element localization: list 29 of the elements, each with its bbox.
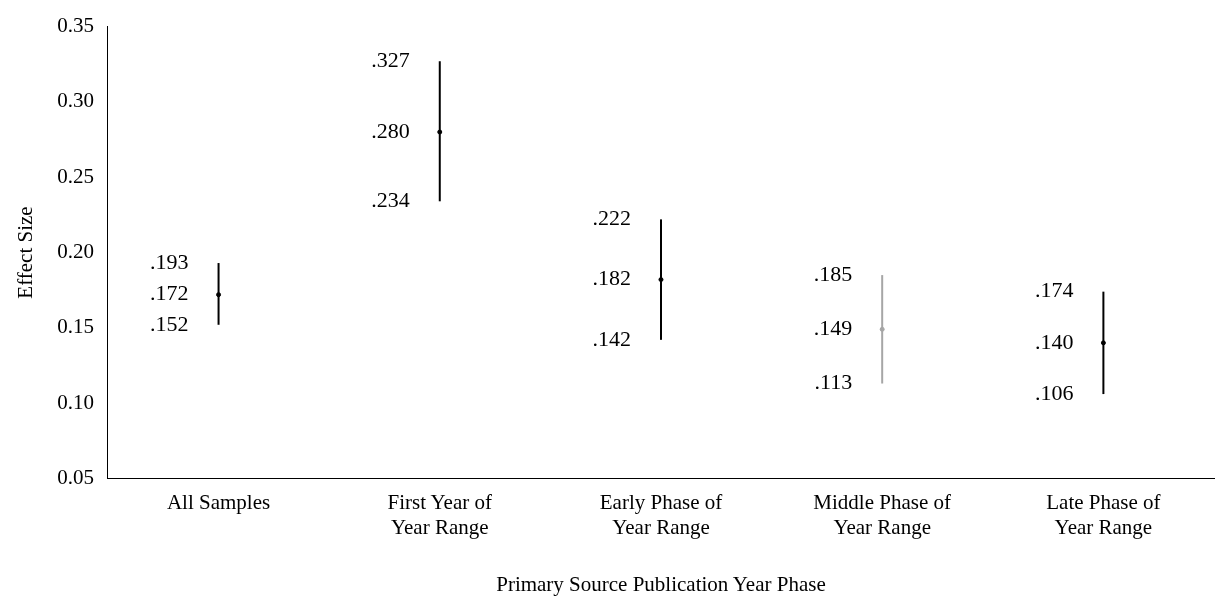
y-tick-label: 0.20 [57, 239, 94, 264]
annotation: .185 [813, 260, 853, 286]
annotation: .106 [1034, 379, 1074, 405]
annotation: .234 [371, 187, 410, 213]
y-tick-label: 0.30 [57, 88, 94, 113]
data-label: .140 [1034, 328, 1074, 354]
annotation: .113 [814, 369, 853, 395]
annotation: .152 [150, 310, 189, 336]
annotation: .193 [150, 248, 189, 274]
annotation: .327 [371, 47, 410, 73]
data-label: .149 [813, 315, 853, 341]
data-label: .172 [150, 280, 189, 306]
y-tick-label: 0.35 [57, 13, 94, 38]
x-tick-label: All Samples [166, 489, 271, 514]
y-axis-title: Effect Size [13, 206, 38, 299]
y-tick-label: 0.05 [57, 464, 94, 489]
x-tick-label: First Year of Year Range [387, 489, 492, 539]
annotation: .174 [1034, 277, 1074, 303]
y-tick-label: 0.15 [57, 314, 94, 339]
x-tick-label: Middle Phase of Year Range [813, 489, 952, 539]
y-tick-label: 0.25 [57, 163, 94, 188]
x-tick-label: Early Phase of Year Range [599, 489, 723, 539]
x-axis-title: Primary Source Publication Year Phase [496, 571, 826, 596]
annotation: .222 [592, 205, 631, 231]
annotation: .142 [592, 325, 631, 351]
x-tick-label: Late Phase of Year Range [1046, 489, 1161, 539]
data-label: .280 [371, 117, 410, 143]
data-label: .182 [592, 265, 631, 291]
y-tick-label: 0.10 [57, 389, 94, 414]
